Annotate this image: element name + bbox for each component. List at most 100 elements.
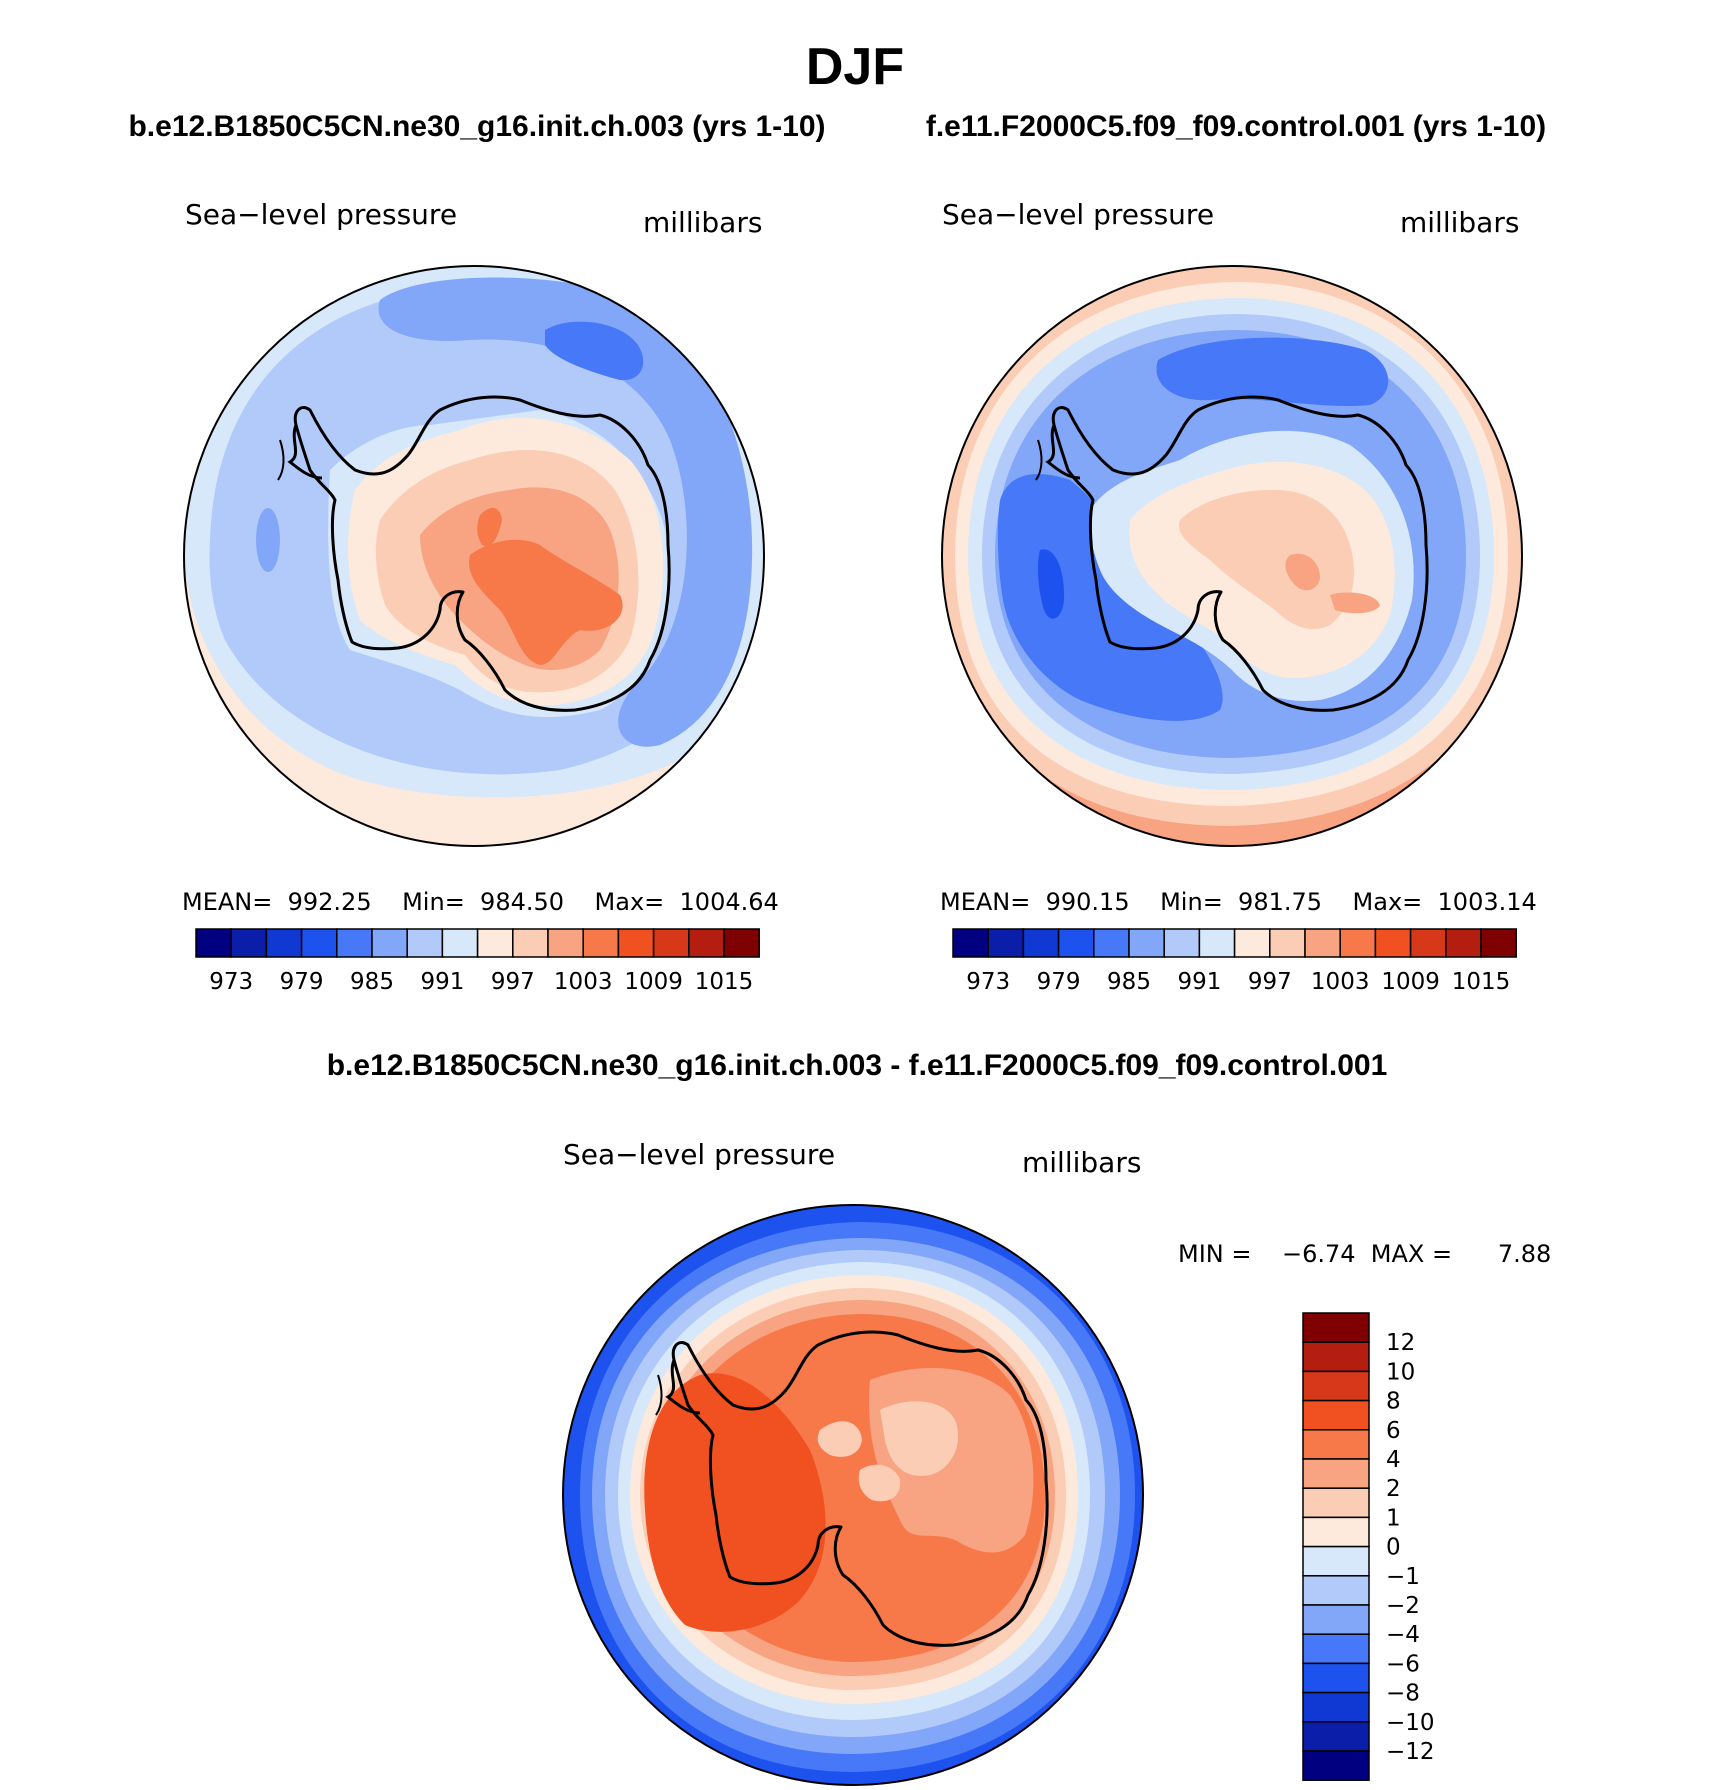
colorbar-swatch — [952, 928, 989, 958]
panel-left-case-title: b.e12.B1850C5CN.ne30_g16.init.ch.003 (yr… — [128, 110, 825, 143]
colorbar-swatch — [1302, 1662, 1370, 1694]
colorbar-swatch — [1302, 1604, 1370, 1635]
colorbar-tick-label: −1 — [1386, 1564, 1420, 1590]
panel-right: f.e11.F2000C5.f09_f09.control.001 (yrs 1… — [926, 110, 1546, 995]
colorbar-swatch — [1269, 928, 1306, 958]
panel-left-stats: MEAN= 992.25 Min= 984.50 Max= 1004.64 — [182, 888, 779, 916]
colorbar-swatch — [617, 928, 655, 958]
colorbar-tick-label: 0 — [1386, 1535, 1401, 1561]
colorbar-swatch — [1302, 1633, 1370, 1665]
colorbar-tick-label: 10 — [1386, 1359, 1415, 1385]
colorbar-swatch — [1302, 1750, 1370, 1781]
panel-left-map — [184, 266, 764, 846]
colorbar-swatch — [300, 928, 338, 958]
panel-left-units-label: millibars — [643, 206, 762, 239]
colorbar-swatch — [406, 928, 444, 958]
panel-diff-map-border — [562, 1204, 1144, 1786]
panel-right-case-title: f.e11.F2000C5.f09_f09.control.001 (yrs 1… — [926, 110, 1546, 143]
colorbar-swatch — [652, 928, 690, 958]
colorbar-swatch — [476, 928, 514, 958]
colorbar-swatch — [1022, 928, 1060, 958]
panel-right-stats: MEAN= 990.15 Min= 981.75 Max= 1003.14 — [940, 888, 1537, 916]
colorbar-tick-label: 991 — [420, 969, 464, 995]
colorbar-swatch — [688, 928, 725, 958]
colorbar-swatch — [441, 928, 479, 958]
colorbar-tick-label: 985 — [350, 969, 394, 995]
colorbar-swatch — [1302, 1399, 1370, 1431]
colorbar-swatch — [512, 928, 549, 958]
panel-diff-variable-label: Sea−level pressure — [563, 1138, 835, 1171]
colorbar-tick-label: 1003 — [1311, 969, 1370, 995]
colorbar-swatch — [1304, 928, 1341, 958]
colorbar-swatch — [1409, 928, 1447, 958]
colorbar-tick-label: −12 — [1386, 1739, 1435, 1765]
colorbar-swatch — [1374, 928, 1412, 958]
colorbar-swatch — [1233, 928, 1271, 958]
colorbar-swatch — [723, 928, 760, 958]
colorbar-tick-label: 1009 — [1381, 969, 1440, 995]
colorbar-swatch — [1302, 1458, 1370, 1489]
colorbar-tick-label: −2 — [1386, 1593, 1420, 1619]
colorbar-tick-label: 6 — [1386, 1418, 1401, 1444]
panel-diff-case-title: b.e12.B1850C5CN.ne30_g16.init.ch.003 - f… — [327, 1049, 1388, 1082]
colorbar-swatch — [230, 928, 268, 958]
colorbar-swatch — [1302, 1312, 1370, 1343]
colorbar-tick-label: 2 — [1386, 1476, 1401, 1502]
colorbar-tick-label: 1009 — [624, 969, 683, 995]
colorbar-swatch — [1198, 928, 1236, 958]
main-title: DJF — [806, 38, 904, 96]
colorbar-swatch — [1093, 928, 1130, 958]
colorbar-swatch — [1445, 928, 1482, 958]
colorbar-tick-label: −6 — [1386, 1651, 1420, 1677]
panel-diff-units-label: millibars — [1022, 1146, 1141, 1179]
colorbar-swatch — [1339, 928, 1377, 958]
colorbar-swatch — [1302, 1487, 1370, 1519]
colorbar-swatch — [1302, 1370, 1370, 1402]
panel-left: b.e12.B1850C5CN.ne30_g16.init.ch.003 (yr… — [128, 110, 825, 995]
colorbar-tick-label: −4 — [1386, 1622, 1420, 1648]
colorbar-swatch — [1302, 1516, 1370, 1548]
colorbar-swatch — [1302, 1341, 1370, 1373]
colorbar-tick-label: 1003 — [554, 969, 613, 995]
colorbar-tick-label: 991 — [1177, 969, 1221, 995]
colorbar-swatch — [1302, 1429, 1370, 1460]
colorbar-swatch — [336, 928, 373, 958]
colorbar-tick-label: 1 — [1386, 1505, 1401, 1531]
colorbar-swatch — [1480, 928, 1517, 958]
colorbar-tick-label: 985 — [1107, 969, 1151, 995]
colorbar-tick-label: 973 — [209, 969, 253, 995]
panel-diff-map — [563, 1205, 1143, 1785]
colorbar-tick-label: 997 — [1248, 969, 1292, 995]
colorbar-tick-label: 1015 — [1452, 969, 1511, 995]
panel-left-variable-label: Sea−level pressure — [185, 198, 457, 231]
colorbar-tick-label: −8 — [1386, 1681, 1420, 1707]
colorbar-tick-label: 12 — [1386, 1330, 1415, 1356]
colorbar-swatch — [1302, 1691, 1370, 1723]
colorbar-swatch — [195, 928, 232, 958]
panel-right-units-label: millibars — [1400, 206, 1519, 239]
colorbar-tick-label: 4 — [1386, 1447, 1401, 1473]
colorbar-swatch — [1057, 928, 1095, 958]
colorbar-tick-label: −10 — [1386, 1710, 1435, 1736]
colorbar-swatch — [987, 928, 1025, 958]
colorbar-tick-label: 8 — [1386, 1389, 1401, 1415]
panel-right-map — [942, 266, 1522, 846]
colorbar-swatch — [582, 928, 620, 958]
panel-diff: b.e12.B1850C5CN.ne30_g16.init.ch.003 - f… — [327, 1049, 1551, 1786]
colorbar-tick-label: 997 — [491, 969, 535, 995]
colorbar-swatch — [371, 928, 408, 958]
colorbar-swatch — [547, 928, 584, 958]
colorbar-swatch — [1302, 1575, 1370, 1606]
panel-diff-stats: MIN = −6.74 MAX = 7.88 — [1178, 1240, 1551, 1268]
panel-right-map-border — [941, 265, 1523, 847]
colorbar-tick-label: 973 — [966, 969, 1010, 995]
colorbar-tick-label: 979 — [280, 969, 324, 995]
colorbar-swatch — [1163, 928, 1201, 958]
panel-left-map-border — [183, 265, 765, 847]
panel-right-colorbar: 973 979 985 991 997 1003 1009 1015 — [952, 928, 1517, 995]
colorbar-tick-label: 979 — [1037, 969, 1081, 995]
colorbar-swatch — [1302, 1545, 1370, 1577]
colorbar-swatch — [265, 928, 303, 958]
